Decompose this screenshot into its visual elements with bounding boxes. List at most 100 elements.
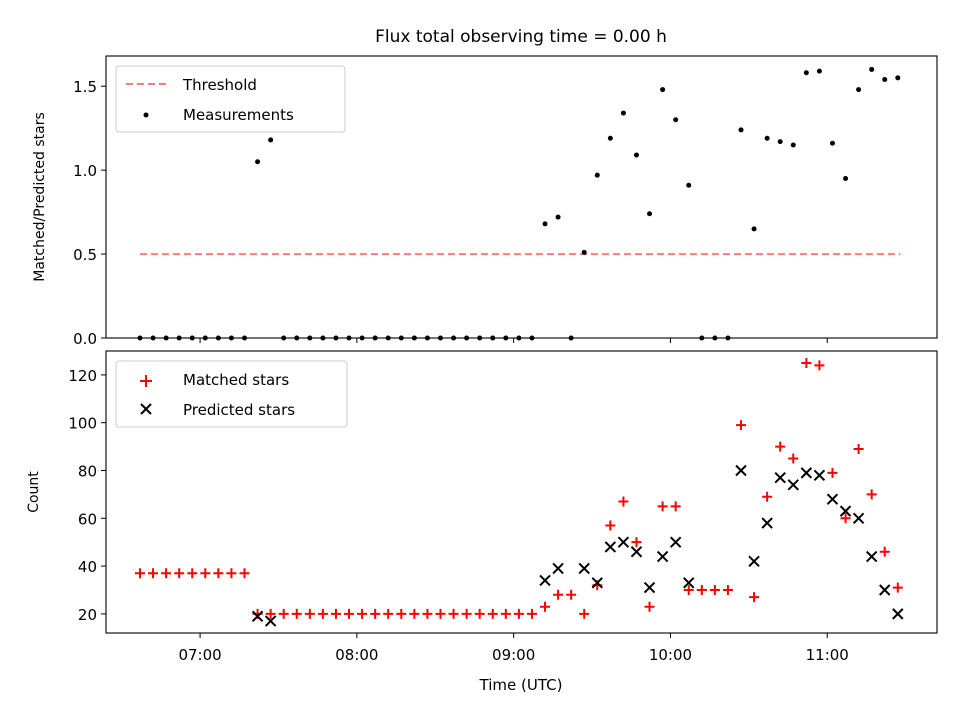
bottom-x-tick-label: 10:00 — [649, 646, 692, 664]
predicted-star-marker — [643, 581, 656, 594]
matched-star-marker — [226, 568, 237, 579]
measurement-point — [633, 152, 639, 158]
matched-star-marker — [513, 608, 524, 619]
bottom-legend-box — [115, 360, 348, 428]
measurement-point — [816, 68, 822, 74]
matched-star-marker — [487, 608, 498, 619]
top-y-tick-label: 0.5 — [73, 246, 97, 264]
matched-star-marker — [644, 601, 655, 612]
matched-star-marker — [383, 608, 394, 619]
predicted-star-marker — [617, 536, 630, 548]
matched-star-marker — [579, 608, 590, 619]
measurement-point — [555, 214, 561, 220]
matched-star-marker — [814, 360, 825, 371]
matched-star-marker — [683, 584, 694, 595]
legend-predicted-swatch — [140, 403, 152, 415]
measurement-point — [647, 211, 653, 217]
measurement-point — [882, 77, 888, 82]
bottom-x-tick-label: 08:00 — [335, 646, 378, 664]
matched-star-marker — [657, 501, 668, 512]
top-subplot: Flux total observing time = 0.00 h Match… — [32, 27, 938, 348]
matched-star-marker — [736, 420, 747, 431]
matched-star-marker — [853, 443, 864, 454]
bottom-y-axis-label: Count — [26, 471, 42, 513]
matched-star-marker — [866, 489, 877, 500]
matched-star-marker — [422, 608, 433, 619]
matched-star-marker — [304, 608, 315, 619]
predicted-star-marker — [839, 505, 852, 517]
matched-star-marker — [435, 608, 446, 619]
matched-star-marker — [265, 608, 276, 619]
matched-star-marker — [357, 608, 368, 619]
bottom-y-tick-label: 20 — [78, 606, 97, 624]
bottom-legend: Matched stars Predicted stars — [115, 360, 348, 428]
measurement-point — [790, 142, 796, 148]
predicted-star-marker — [892, 608, 904, 620]
predicted-star-marker — [264, 615, 277, 627]
predicted-star-marker — [774, 471, 786, 484]
matched-star-marker — [200, 568, 211, 579]
predicted-star-marker — [578, 562, 590, 575]
matched-star-marker — [317, 608, 328, 619]
predicted-star-marker — [800, 467, 813, 479]
predicted-star-marker — [879, 584, 891, 596]
matched-star-marker — [566, 589, 577, 600]
predicted-star-marker — [669, 536, 682, 548]
bottom-y-tick-label: 80 — [78, 462, 97, 480]
measurement-point — [829, 140, 835, 146]
predicted-star-marker — [630, 546, 643, 558]
top-y-tick-label: 1.0 — [73, 162, 97, 180]
matched-star-marker — [722, 584, 733, 595]
bottom-y-tick-label: 40 — [78, 558, 97, 576]
matched-star-marker — [762, 491, 773, 502]
measurement-point — [581, 249, 587, 255]
matched-star-marker — [709, 584, 720, 595]
matched-star-marker — [396, 608, 407, 619]
matched-star-marker — [213, 568, 224, 579]
matched-star-marker — [631, 537, 642, 548]
bottom-x-axis-label: Time (UTC) — [479, 676, 563, 694]
predicted-star-marker — [604, 541, 617, 553]
matched-star-marker — [553, 589, 564, 600]
measurement-point — [843, 176, 849, 182]
matched-star-marker — [540, 601, 551, 612]
matched-star-marker — [148, 568, 159, 579]
top-y-axis-label: Matched/Predicted stars — [32, 112, 48, 282]
predicted-star-marker — [865, 550, 878, 563]
matched-star-marker — [827, 467, 838, 478]
matched-star-marker — [879, 546, 890, 557]
measurement-point — [869, 66, 875, 72]
predicted-star-marker — [683, 577, 695, 589]
matched-star-marker — [291, 608, 302, 619]
measurement-point — [895, 75, 901, 81]
measurement-point — [542, 221, 548, 227]
bottom-x-tick-label: 07:00 — [178, 646, 221, 664]
matched-star-marker — [892, 582, 903, 593]
bottom-y-tick-label: 60 — [78, 510, 97, 528]
measurement-point — [764, 135, 770, 141]
matched-star-marker — [618, 496, 629, 507]
predicted-star-marker — [656, 550, 669, 563]
legend-predicted-label: Predicted stars — [183, 401, 295, 419]
matched-star-marker — [134, 568, 145, 579]
matched-star-marker — [474, 608, 485, 619]
predicted-star-marker — [761, 517, 773, 529]
matched-star-marker — [696, 584, 707, 595]
bottom-subplot: Count Time (UTC) 20 40 60 80 100 120 07:00 08:0… — [26, 350, 938, 694]
top-chart-title: Flux total observing time = 0.00 h — [375, 27, 667, 47]
predicted-star-marker — [251, 610, 264, 622]
predicted-star-marker — [735, 464, 747, 477]
measurement-point — [686, 182, 692, 188]
predicted-star-marker — [539, 574, 551, 587]
matched-star-marker — [461, 608, 472, 619]
matched-star-marker — [840, 513, 851, 524]
matched-star-marker — [409, 608, 420, 619]
measurement-point — [255, 159, 261, 165]
matched-star-marker — [187, 568, 198, 579]
bottom-x-tick-label: 11:00 — [806, 646, 849, 664]
legend-measurements-label: Measurements — [183, 106, 294, 124]
matched-star-marker — [278, 608, 289, 619]
matched-star-marker — [801, 357, 812, 368]
matched-star-marker — [370, 608, 381, 619]
predicted-star-marker — [813, 469, 826, 481]
